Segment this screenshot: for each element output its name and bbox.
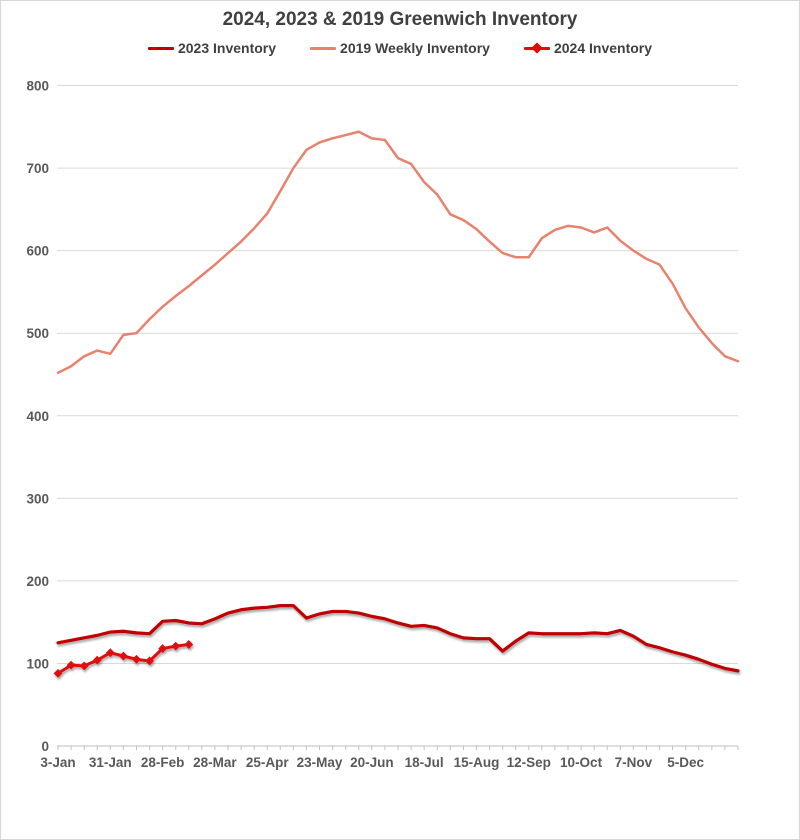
x-axis-tick-marks xyxy=(58,746,738,750)
chart-canvas: 0 100 200 300 400 500 600 700 800 3-Jan 31-Jan 28-F… xyxy=(1,1,800,840)
svg-text:0: 0 xyxy=(41,739,49,754)
svg-text:18-Jul: 18-Jul xyxy=(405,755,444,770)
svg-text:5-Dec: 5-Dec xyxy=(667,755,704,770)
series-2023-inventory-line xyxy=(58,606,738,671)
svg-text:31-Jan: 31-Jan xyxy=(89,755,132,770)
svg-text:28-Mar: 28-Mar xyxy=(193,755,237,770)
svg-text:20-Jun: 20-Jun xyxy=(350,755,394,770)
svg-text:800: 800 xyxy=(26,79,49,94)
svg-text:25-Apr: 25-Apr xyxy=(246,755,290,770)
svg-text:12-Sep: 12-Sep xyxy=(507,755,551,770)
gridlines xyxy=(57,86,738,747)
svg-text:7-Nov: 7-Nov xyxy=(615,755,653,770)
series-2024-inventory-line xyxy=(54,640,194,678)
svg-text:100: 100 xyxy=(26,656,49,671)
svg-text:500: 500 xyxy=(26,326,49,341)
svg-text:700: 700 xyxy=(26,161,49,176)
svg-text:200: 200 xyxy=(26,574,49,589)
svg-text:3-Jan: 3-Jan xyxy=(40,755,75,770)
svg-text:400: 400 xyxy=(26,409,49,424)
y-axis-tick-labels: 0 100 200 300 400 500 600 700 800 xyxy=(26,79,49,755)
svg-text:23-May: 23-May xyxy=(297,755,343,770)
svg-text:28-Feb: 28-Feb xyxy=(141,755,185,770)
svg-text:600: 600 xyxy=(26,244,49,259)
chart-container: 2024, 2023 & 2019 Greenwich Inventory 20… xyxy=(0,0,800,840)
svg-text:15-Aug: 15-Aug xyxy=(454,755,500,770)
x-axis-tick-labels: 3-Jan 31-Jan 28-Feb 28-Mar 25-Apr 23-May 20-Ju… xyxy=(40,755,704,770)
svg-text:300: 300 xyxy=(26,491,49,506)
svg-text:10-Oct: 10-Oct xyxy=(560,755,603,770)
